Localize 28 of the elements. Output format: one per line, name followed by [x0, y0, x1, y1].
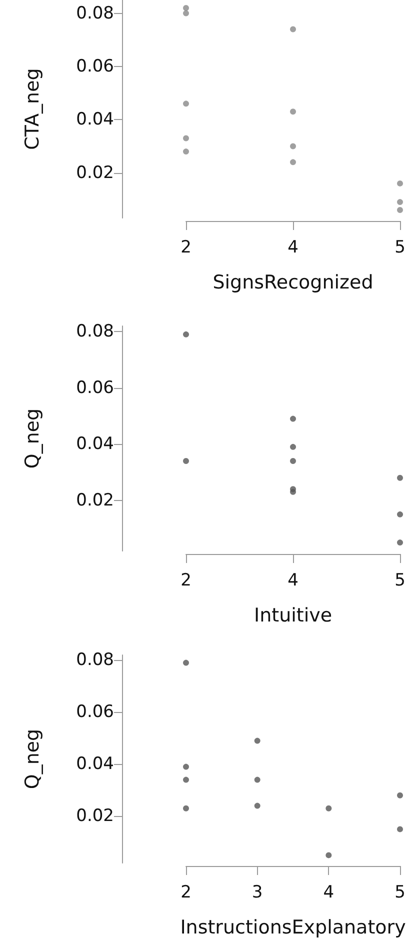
y-tick-label: 0.04 [76, 434, 114, 454]
y-axis-title: Q_neg [22, 408, 44, 469]
y-tick-label: 0.04 [76, 110, 114, 130]
x-tick-label: 2 [180, 570, 192, 590]
y-tick-label: 0.08 [76, 322, 114, 342]
x-tick-label: 2 [180, 238, 192, 258]
x-axis-title: SignsRecognized [212, 272, 374, 294]
y-tick-label: 0.08 [76, 650, 114, 670]
y-tick-label: 0.06 [76, 702, 114, 722]
x-tick-label: 4 [288, 238, 298, 258]
y-tick-label: 0.02 [76, 162, 114, 183]
y-tick-label: 0.02 [76, 806, 114, 826]
x-tick-label: 4 [323, 882, 334, 902]
x-tick-label: 3 [252, 882, 263, 902]
y-tick-label: 0.08 [76, 3, 114, 24]
y-axis-title: CTA_neg [22, 68, 44, 150]
y-tick-label: 0.06 [76, 378, 114, 398]
x-axis-title: InstructionsExplanatory [180, 916, 406, 938]
x-tick-label: 4 [288, 570, 298, 590]
x-tick-label: 5 [394, 570, 406, 590]
y-tick-label: 0.02 [76, 490, 114, 510]
x-tick-label: 5 [394, 238, 406, 258]
y-axis-title: Q_neg [22, 728, 44, 790]
x-axis-title: Intuitive [254, 604, 332, 626]
y-tick-label: 0.04 [76, 754, 114, 774]
x-tick-label: 2 [180, 882, 192, 902]
x-tick-label: 5 [394, 882, 406, 902]
y-tick-label: 0.06 [76, 56, 114, 76]
